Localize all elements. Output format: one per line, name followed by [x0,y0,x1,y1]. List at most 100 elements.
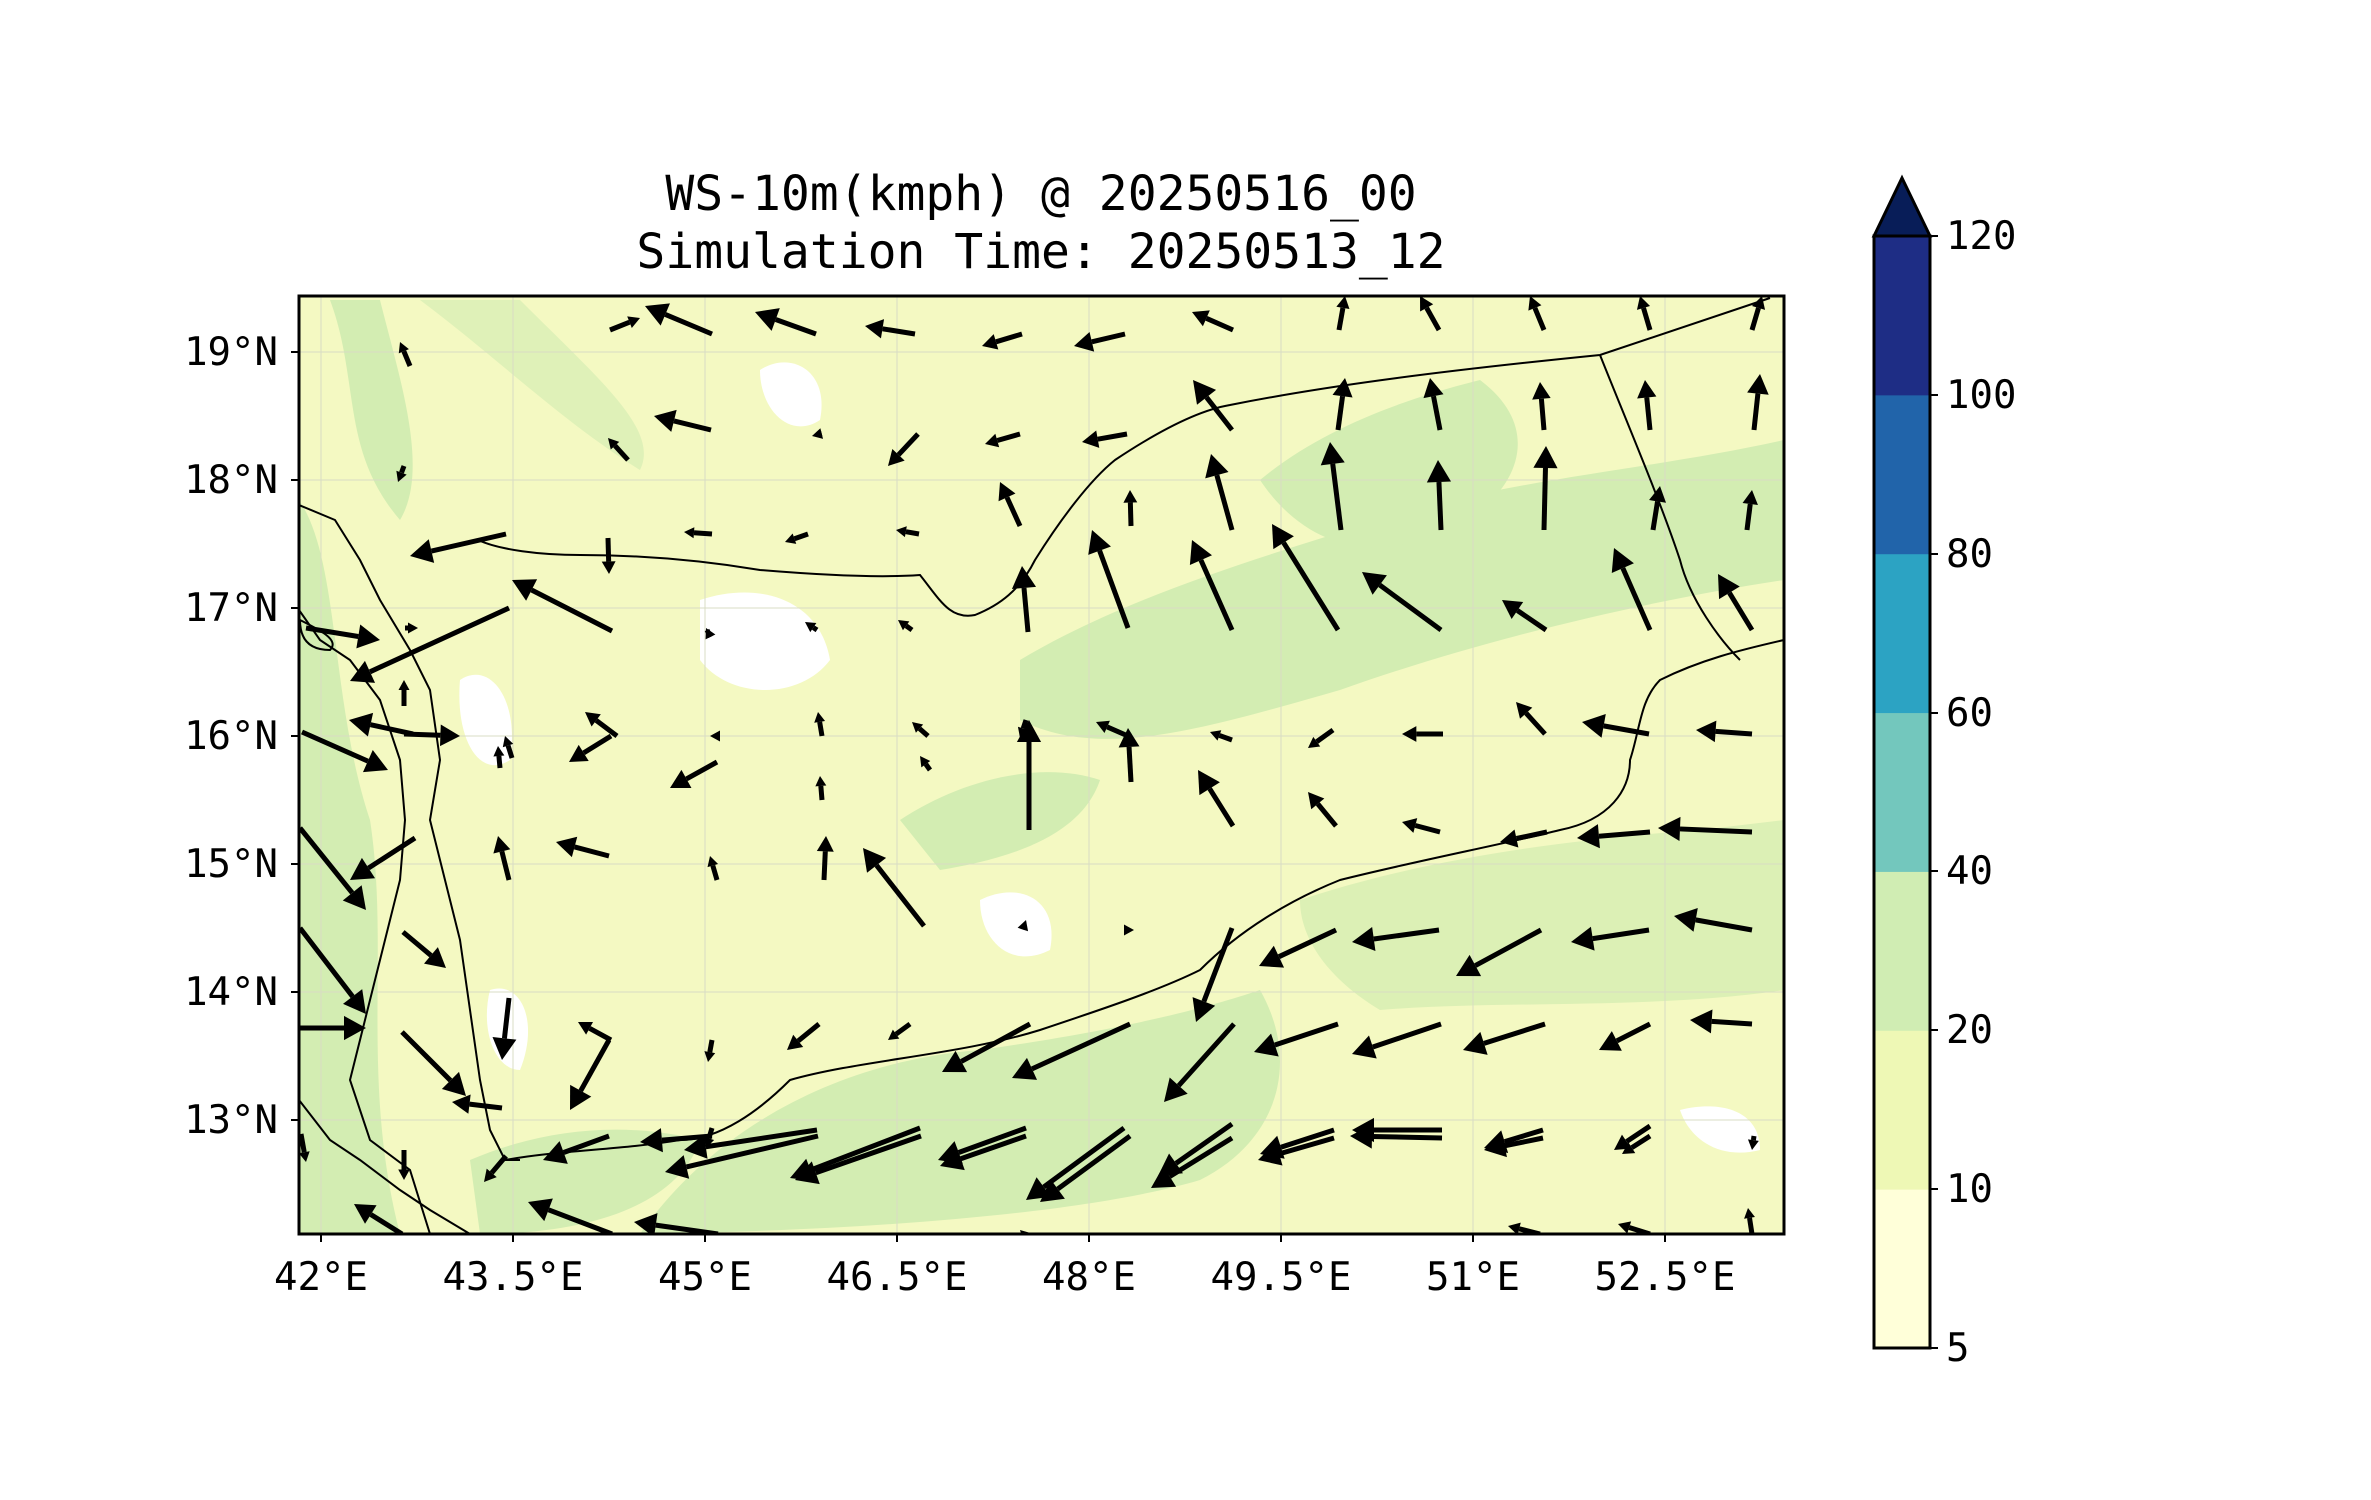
wind-arrow [300,729,388,773]
wind-arrow [1210,730,1233,743]
colorbar-label: 20 [1946,1008,1993,1053]
wind-arrow [396,465,407,482]
y-axis: 19°N 18°N 17°N 16°N 15°N 14°N 13°N [184,330,299,1143]
wind-arrow [1426,460,1452,531]
wind-arrow [398,680,410,706]
wind-arrow [1582,713,1650,738]
light-patch-1 [700,592,830,690]
colorbar-extend-arrow [1871,174,1933,238]
saudi-yemen-border [477,297,1771,617]
wind-arrow [1362,572,1443,633]
wind-arrow [493,836,512,881]
wind-arrow [920,756,933,772]
colorbar-segment [1874,394,1930,555]
wind-arrow [665,1133,819,1179]
colorbar-label: 100 [1946,373,2016,418]
shade-east-band [1020,440,1784,739]
wind-arrow [1402,726,1443,742]
colorbar-label: 60 [1946,691,1993,736]
x-tick-label: 45°E [658,1255,752,1300]
wind-arrow [1658,816,1753,842]
wind-arrow [640,1128,713,1153]
wind-arrow [1718,574,1755,632]
colorbar: 5 10 20 40 60 80 100 120 [1871,174,2016,1371]
wind-arrow [912,722,930,738]
wind-arrow [556,836,610,859]
colorbar-segment [1874,712,1930,872]
wind-arrow [1744,1208,1755,1234]
wind-arrow [452,1094,503,1114]
wind-arrow [1332,378,1353,431]
y-tick-label: 14°N [184,970,278,1015]
y-tick-label: 19°N [184,330,278,375]
gridlines [299,296,1784,1234]
wind-arrow [896,526,920,538]
wind-arrow [299,826,366,910]
wind-arrow [1308,792,1338,828]
wind-arrow [1747,1135,1759,1150]
wind-arrow [1096,720,1130,739]
wind-arrow [1124,924,1134,936]
colorbar-frame [1872,234,1932,1350]
wind-arrow [1599,1021,1652,1051]
red-sea-east-coast [299,504,520,1161]
wind-arrow [512,579,614,634]
wind-arrow [1040,1133,1132,1202]
wind-arrow [1164,1022,1236,1102]
wind-arrow [704,628,716,640]
x-axis: 42°E 43.5°E 45°E 46.5°E 48°E 49.5°E 51°E… [274,1234,1735,1300]
wind-arrow [1696,720,1753,743]
x-tick-label: 51°E [1426,1255,1520,1300]
y-tick-label: 16°N [184,714,278,759]
wind-arrow [670,759,719,788]
wind-arrow [1533,446,1558,531]
wind-arrow [1088,530,1131,629]
wind-arrow [1747,374,1769,431]
wind-arrow [942,1021,1032,1073]
wind-arrow [1423,378,1444,431]
colorbar-label: 120 [1946,214,2016,259]
wind-arrow [578,1021,613,1043]
wind-arrow [805,622,819,633]
wind-arrow [1192,927,1235,1022]
yemen-oman-border [1599,354,1741,661]
wind-arrow [400,1030,466,1096]
colorbar-segment [1874,1030,1930,1190]
wind-arrow [863,848,926,928]
x-tick-label: 49.5°E [1211,1255,1352,1300]
wind-arrow [299,1015,366,1041]
wind-arrow [1205,454,1235,531]
shade-nw-band [330,300,413,520]
x-tick-label: 48°E [1042,1255,1136,1300]
wind-vectors [299,296,1769,1234]
wind-arrow [1012,1021,1132,1080]
wind-arrow [1198,770,1236,828]
wind-arrow [1352,1021,1442,1059]
y-tick-label: 15°N [184,842,278,887]
light-patch-2 [459,674,512,766]
map-frame [297,294,1786,1236]
wind-arrow [1402,818,1441,835]
wind-arrow [1742,490,1758,531]
wind-arrow [865,319,916,339]
wind-arrow [1420,296,1442,332]
colorbar-ticks [1930,235,1938,1349]
colorbar-label: 5 [1946,1326,1969,1371]
wind-arrow [1272,524,1341,632]
wind-arrow [1123,490,1138,527]
wind-arrow [684,527,713,539]
wind-arrow [492,997,517,1060]
wind-arrow [707,856,720,881]
wind-arrow [1577,824,1651,849]
wind-arrow [410,531,507,563]
wind-arrow [1674,907,1753,933]
wind-arrow [785,531,809,544]
wind-arrow [354,1204,404,1234]
colorbar-segment [1874,871,1930,1031]
wind-arrow [1074,331,1126,352]
wind-arrow [405,622,418,634]
wind-arrow [401,930,446,968]
wind-arrow [1352,927,1440,951]
wind-arrow [940,1133,1027,1171]
